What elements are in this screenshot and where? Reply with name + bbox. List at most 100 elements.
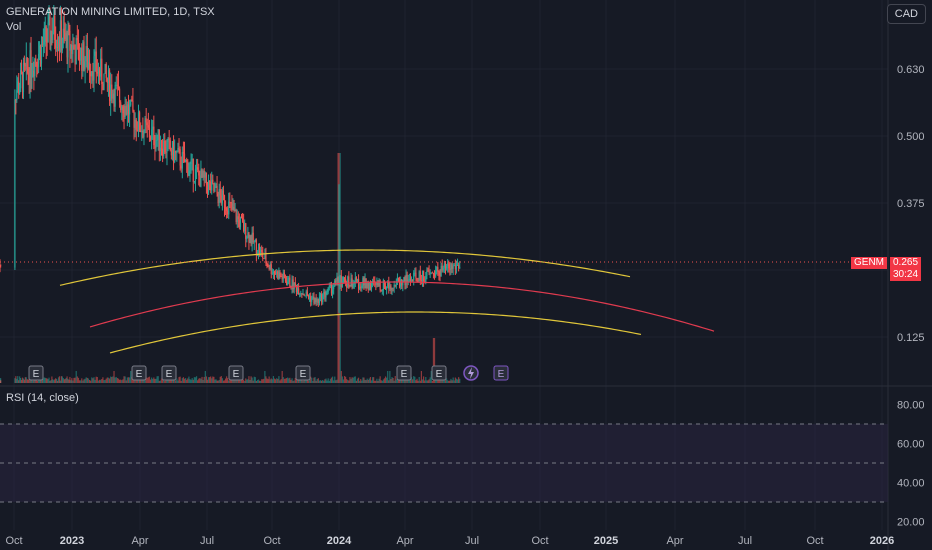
volume-bar	[438, 378, 440, 383]
volume-bar	[266, 378, 268, 383]
volume-bar	[211, 378, 213, 383]
volume-bar	[363, 377, 365, 383]
volume-bar	[278, 376, 280, 383]
candle-body	[107, 70, 110, 83]
candle-body	[368, 281, 370, 290]
candle-body	[126, 104, 128, 115]
candle-body	[121, 106, 123, 111]
currency-button[interactable]: CAD	[886, 4, 926, 24]
candle-body	[383, 280, 386, 287]
candle-body	[82, 41, 84, 71]
earnings-marker-label: E	[166, 369, 173, 380]
volume-bar	[323, 380, 325, 383]
volume-bar	[449, 380, 451, 383]
candle-body	[67, 28, 69, 58]
candle-body	[403, 277, 405, 282]
candle-body	[262, 251, 264, 259]
volume-bar	[54, 379, 56, 383]
candle-body	[222, 190, 225, 196]
volume-bar	[83, 379, 85, 383]
volume-bar	[158, 380, 160, 383]
time-tick-label: Apr	[396, 535, 413, 547]
candle-body	[437, 267, 439, 272]
candle-body	[175, 150, 177, 153]
candle-body	[426, 270, 428, 276]
volume-bar	[374, 380, 376, 383]
candle-body	[273, 271, 276, 274]
candle-body	[38, 53, 40, 68]
volume-bar	[151, 377, 153, 383]
candle-body	[197, 167, 199, 170]
earnings-marker-label: E	[401, 369, 408, 380]
candle-body	[148, 127, 151, 138]
candle-body	[102, 83, 104, 91]
time-tick-label: Jul	[200, 535, 214, 547]
candle-body	[271, 273, 273, 275]
volume-bar	[93, 377, 95, 383]
candle-body	[45, 26, 47, 42]
candle-body	[408, 278, 410, 280]
volume-bar	[361, 380, 363, 383]
candle-body	[147, 125, 149, 128]
volume-bar	[117, 378, 120, 383]
candle-body	[72, 45, 74, 55]
volume-bar	[126, 377, 128, 383]
candle-body	[414, 272, 416, 274]
time-tick-label: 2026	[870, 535, 894, 547]
candle-body	[81, 47, 83, 71]
candle-body	[178, 147, 180, 150]
volume-bar	[67, 378, 69, 383]
candle-body	[118, 88, 121, 103]
candle-body	[88, 62, 91, 72]
volume-bar	[22, 378, 25, 383]
volume-bar	[281, 371, 283, 383]
candle-body	[350, 278, 352, 286]
volume-bar	[66, 376, 68, 383]
volume-bar	[201, 376, 203, 383]
candle-body	[194, 168, 197, 182]
candle-body	[237, 216, 239, 220]
volume-bar	[15, 376, 17, 383]
volume-bar	[78, 380, 81, 383]
volume-bar	[418, 376, 420, 383]
volume-bar	[245, 378, 247, 383]
candle-body	[413, 272, 415, 281]
volume-bar	[422, 376, 425, 383]
volume-bar	[381, 380, 383, 383]
candle-body	[243, 221, 245, 231]
candle-body	[404, 277, 406, 286]
candle-body	[307, 295, 310, 298]
volume-bar	[261, 379, 263, 383]
candle-body	[105, 64, 107, 78]
volume-bar	[444, 379, 447, 383]
candle-body	[59, 20, 62, 46]
volume-bar	[131, 377, 133, 383]
candle-body	[94, 51, 96, 57]
candle-body	[285, 281, 288, 285]
candle-body	[270, 264, 272, 274]
volume-bar	[212, 376, 214, 383]
candle-body	[157, 129, 159, 140]
candle-body	[33, 70, 35, 77]
volume-bar	[316, 379, 318, 383]
volume-bar	[165, 380, 167, 383]
volume-bar	[181, 378, 183, 383]
volume-bar	[453, 380, 455, 383]
candle-body	[357, 279, 360, 289]
candle-body	[52, 32, 54, 40]
volume-bar	[408, 379, 410, 383]
candle-body	[450, 264, 452, 271]
volume-bar	[389, 371, 391, 383]
candle-body	[176, 151, 178, 153]
volume-bar	[267, 379, 269, 383]
candle-body	[306, 291, 308, 296]
volume-bar	[56, 380, 59, 383]
volume-bar	[258, 380, 261, 383]
candle-body	[282, 272, 284, 280]
candle-body	[456, 265, 459, 266]
volume-bar	[124, 376, 126, 383]
volume-bar	[243, 379, 245, 383]
candle-body	[21, 72, 24, 93]
